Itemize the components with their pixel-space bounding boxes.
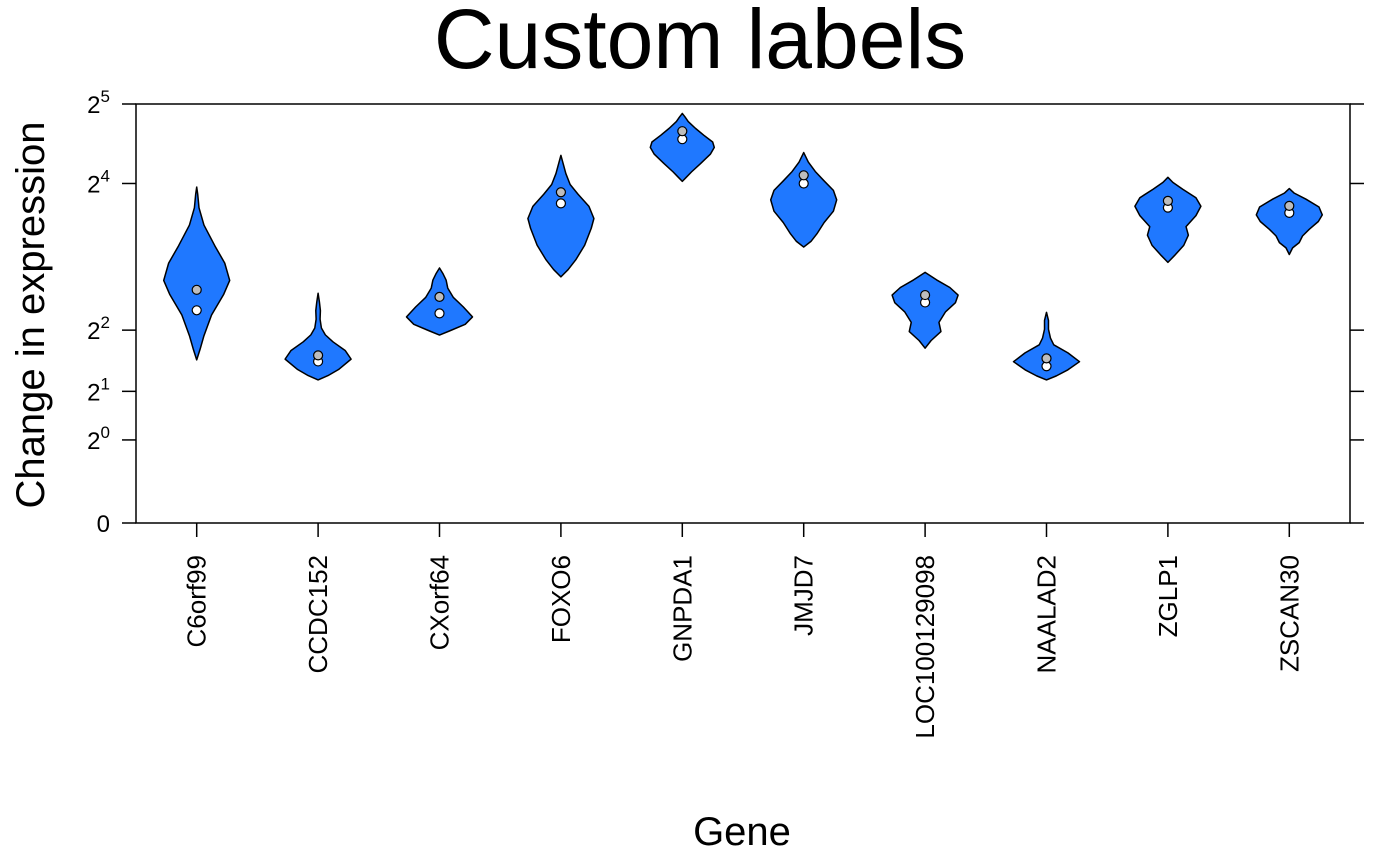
mean-point xyxy=(191,284,202,295)
x-tick-label: JMJD7 xyxy=(789,555,819,636)
y-tick-label: 25 xyxy=(87,87,110,119)
violins-group xyxy=(162,112,1324,381)
y-tick-label: 0 xyxy=(97,511,110,538)
mean-point xyxy=(313,350,324,361)
x-tick-label: ZSCAN30 xyxy=(1274,555,1304,672)
violin-jmjd7 xyxy=(769,151,838,248)
x-tick-label: NAALAD2 xyxy=(1032,555,1062,674)
y-axis-label: Change in expression xyxy=(9,122,53,509)
violin-c6orf99 xyxy=(162,186,231,361)
mean-point xyxy=(1284,200,1295,211)
violin-loc100129098 xyxy=(891,271,959,349)
x-tick-label: GNPDA1 xyxy=(667,555,697,662)
x-tick-label: C6orf99 xyxy=(182,555,212,648)
violin-gnpda1 xyxy=(649,112,716,183)
y-tick-label: 21 xyxy=(87,374,110,406)
y-axis: 0 20 21 22 24 25 xyxy=(87,87,1364,538)
x-tick-label: CCDC152 xyxy=(303,555,333,674)
mean-point xyxy=(1041,353,1052,364)
x-axis-label: Gene xyxy=(693,810,791,854)
violin-zscan30 xyxy=(1255,187,1324,256)
violin-naalad2 xyxy=(1012,311,1081,381)
violin-ccdc152 xyxy=(284,292,352,381)
mean-point xyxy=(677,126,688,137)
median-point xyxy=(555,198,567,209)
median-point xyxy=(434,308,445,319)
y-tick-label: 22 xyxy=(87,313,110,345)
y-tick-label: 24 xyxy=(87,166,110,198)
violin-foxo6 xyxy=(527,154,595,278)
x-tick-label: LOC100129098 xyxy=(910,555,940,739)
median-point xyxy=(191,305,202,316)
mean-point xyxy=(919,289,931,301)
mean-point xyxy=(1162,195,1174,207)
mean-point xyxy=(798,170,809,181)
x-axis: C6orf99 CCDC152 CXorf64 FOXO6 GNPDA1 JMJD7 LOC… xyxy=(182,523,1304,739)
mean-point xyxy=(434,291,445,302)
x-tick-label: ZGLP1 xyxy=(1153,555,1183,637)
mean-point xyxy=(555,187,567,198)
x-tick-label: CXorf64 xyxy=(425,555,455,650)
violin-zglp1 xyxy=(1134,176,1202,264)
chart-title: Custom labels xyxy=(434,0,966,86)
plot-frame xyxy=(135,103,1351,524)
y-tick-label: 20 xyxy=(87,423,110,455)
x-tick-label: FOXO6 xyxy=(546,555,576,643)
